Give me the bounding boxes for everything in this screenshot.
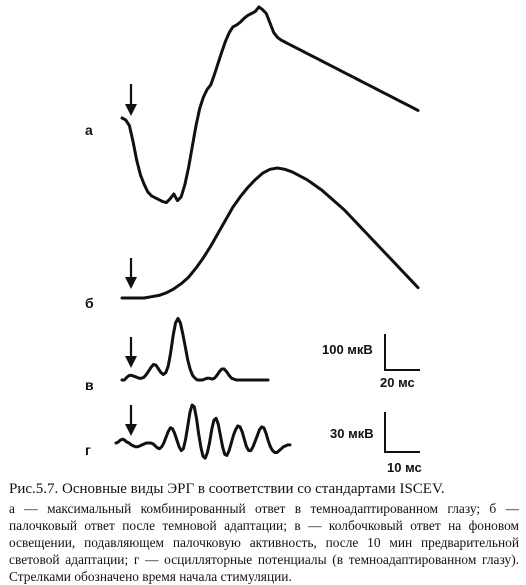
trace-g: [114, 403, 292, 460]
scale-amplitude-2: 30 мкВ: [330, 426, 374, 441]
panel-label-v: в: [85, 377, 94, 393]
scale-amplitude-1: 100 мкВ: [322, 342, 373, 357]
caption-body: а — максимальный комбинированный ответ в…: [9, 501, 519, 584]
stimulus-arrow-icon: [125, 405, 137, 436]
panel-label-a: а: [85, 122, 93, 138]
trace-v: [120, 316, 270, 382]
scale-time-2: 10 мс: [387, 460, 422, 475]
stimulus-arrow-icon: [125, 84, 137, 116]
stimulus-arrow-icon: [125, 337, 137, 368]
trace-b: [120, 166, 420, 300]
panel-label-g: г: [85, 442, 91, 458]
scale-bar-2: 30 мкВ 10 мс: [330, 412, 422, 475]
scale-time-1: 20 мс: [380, 375, 415, 390]
scale-bar-1: 100 мкВ 20 мс: [322, 334, 420, 390]
erg-figure: а б в г 100 мкВ 20 мс 30 мкВ 10 мс: [85, 5, 422, 475]
caption-title: Рис.5.7. Основные виды ЭРГ в соответстви…: [9, 481, 445, 497]
figure-caption: Рис.5.7. Основные виды ЭРГ в соответстви…: [9, 481, 519, 585]
trace-a: [120, 5, 420, 205]
panel-label-b: б: [85, 295, 94, 311]
stimulus-arrow-icon: [125, 258, 137, 289]
